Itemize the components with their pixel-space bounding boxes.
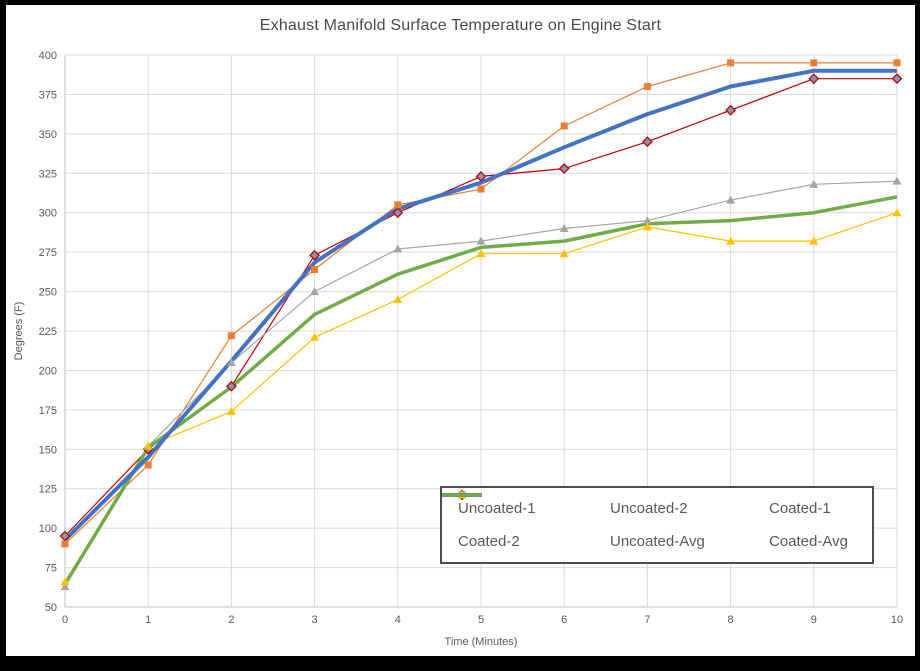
- data-point-marker: [558, 163, 570, 174]
- data-point-marker: [892, 176, 902, 185]
- data-point-marker: [225, 380, 237, 392]
- data-point-marker: [891, 73, 903, 85]
- legend-item-uncoated-avg: Uncoated-Avg: [442, 493, 767, 550]
- legend-label: Coated-Avg: [769, 533, 848, 550]
- y-axis-title: Degrees (F): [13, 301, 25, 361]
- x-tick-label: 0: [62, 614, 68, 626]
- data-point-marker: [726, 195, 736, 204]
- data-point-marker: [642, 216, 652, 225]
- data-point-marker: [810, 59, 818, 67]
- data-point-marker: [892, 208, 902, 217]
- data-point-marker: [809, 236, 819, 245]
- x-tick-label: 8: [728, 614, 734, 626]
- x-tick-label: 1: [145, 614, 151, 626]
- data-point-marker: [725, 104, 737, 116]
- y-tick-label: 150: [39, 444, 57, 456]
- y-tick-label: 400: [39, 50, 57, 62]
- x-tick-label: 2: [228, 614, 234, 626]
- legend-item-uncoated-2: Uncoated-2: [442, 491, 767, 517]
- y-tick-label: 325: [39, 168, 57, 180]
- legend-label: Uncoated-Avg: [610, 533, 705, 550]
- data-point-marker: [60, 581, 70, 590]
- chart-title: Exhaust Manifold Surface Temperature on …: [259, 17, 662, 34]
- legend-item-coated-2: Coated-2: [442, 490, 608, 550]
- legend-swatch-none-icon: [442, 493, 482, 497]
- legend-item-uncoated-1: Uncoated-1: [442, 489, 608, 517]
- legend: Uncoated-1 Uncoated-2 Coated-1 Coated-2 Unco…: [440, 486, 874, 564]
- y-tick-label: 175: [39, 405, 57, 417]
- y-tick-label: 200: [39, 365, 57, 377]
- chart-surface: 50 75 100 125 150 175 200 225 250 275 300 325 350 375…: [6, 5, 915, 656]
- data-point-marker: [643, 83, 651, 91]
- y-tick-label: 275: [39, 247, 57, 259]
- y-tick-label: 300: [39, 208, 57, 220]
- y-tick-label: 225: [39, 326, 57, 338]
- data-point-marker: [642, 222, 652, 231]
- data-point-marker: [477, 185, 485, 193]
- data-point-marker: [143, 441, 153, 450]
- x-tick-label: 6: [561, 614, 567, 626]
- series-line-coated-avg: [63, 195, 898, 586]
- data-point-marker: [641, 136, 653, 148]
- data-point-marker: [559, 223, 569, 232]
- x-tick-label: 3: [312, 614, 318, 626]
- y-tick-label: 250: [39, 287, 57, 299]
- series-line-uncoated-avg: [63, 68, 897, 542]
- data-point-marker: [559, 249, 569, 258]
- data-point-marker: [392, 207, 404, 219]
- data-point-marker: [226, 358, 236, 367]
- y-tick-label: 100: [39, 523, 57, 535]
- legend-label: Coated-2: [458, 533, 520, 550]
- legend-label: Uncoated-2: [610, 500, 688, 517]
- legend-item-coated-avg: Coated-Avg: [442, 493, 872, 550]
- x-axis-title: Time (Minutes): [444, 636, 518, 648]
- data-point-marker: [726, 236, 736, 245]
- legend-item-coated-1: Coated-1: [442, 490, 872, 517]
- y-tick-label: 375: [39, 89, 57, 101]
- x-tick-label: 5: [478, 614, 484, 626]
- legend-label: Coated-1: [769, 500, 831, 517]
- data-point-marker: [476, 236, 486, 245]
- data-point-marker: [394, 201, 402, 209]
- x-tick-label: 9: [811, 614, 817, 626]
- data-point-marker: [809, 179, 819, 188]
- x-tick-label: 4: [395, 614, 401, 626]
- data-point-marker: [309, 249, 321, 261]
- data-point-marker: [226, 406, 236, 415]
- x-tick-label: 10: [891, 614, 903, 626]
- y-tick-label: 50: [45, 602, 57, 614]
- data-point-marker: [808, 73, 820, 85]
- y-tick-label: 350: [39, 129, 57, 141]
- data-point-marker: [60, 577, 70, 586]
- x-tick-label: 7: [644, 614, 650, 626]
- data-point-marker: [727, 59, 735, 67]
- data-point-marker: [893, 59, 901, 67]
- legend-label: Uncoated-1: [458, 500, 536, 517]
- data-point-marker: [310, 332, 320, 341]
- data-point-marker: [227, 332, 235, 340]
- data-point-marker: [310, 287, 320, 296]
- data-point-marker: [311, 265, 319, 273]
- data-point-marker: [144, 461, 152, 469]
- data-point-marker: [475, 171, 487, 182]
- data-point-marker: [393, 244, 403, 253]
- data-point-marker: [476, 249, 486, 258]
- y-tick-label: 75: [45, 563, 57, 575]
- y-tick-label: 125: [39, 484, 57, 496]
- data-point-marker: [393, 294, 403, 303]
- data-point-marker: [560, 122, 568, 130]
- data-point-marker: [61, 540, 69, 548]
